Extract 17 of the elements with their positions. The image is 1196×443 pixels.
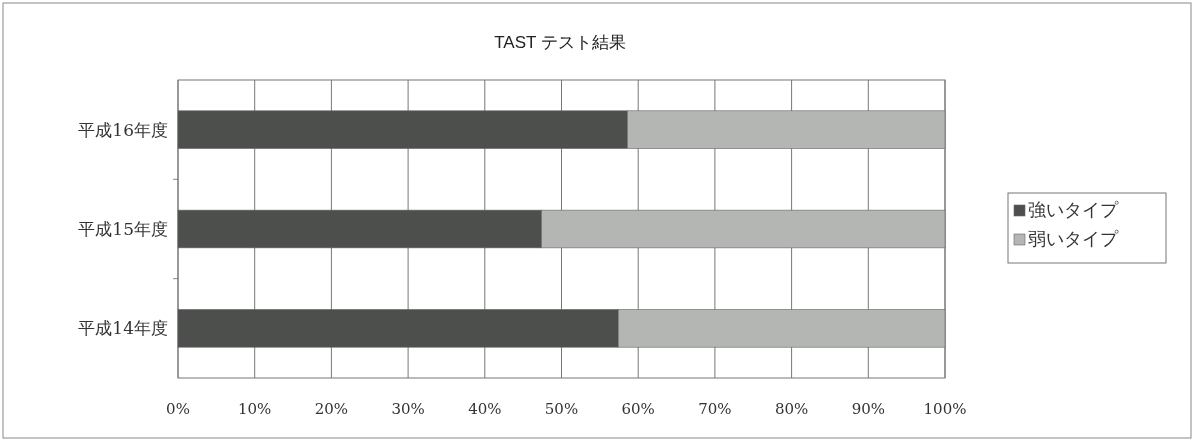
x-tick-label: 90% [851, 400, 885, 418]
x-tick-label: 60% [621, 400, 655, 418]
legend-label: 弱いタイプ [1028, 228, 1119, 249]
y-tick-label: 平成14年度 [78, 318, 168, 339]
x-tick-label: 40% [468, 400, 502, 418]
x-tick-label: 0% [166, 400, 190, 418]
x-tick-label: 80% [774, 400, 809, 418]
y-tick-label: 平成16年度 [78, 119, 168, 140]
x-tick-label: 30% [391, 400, 425, 418]
x-tick-label: 10% [238, 400, 272, 418]
x-tick-label: 50% [544, 400, 579, 418]
chart-title: TAST テスト結果 [494, 33, 626, 52]
x-tick-label: 20% [314, 400, 349, 418]
legend-label: 強いタイプ [1028, 199, 1119, 220]
x-tick-label: 70% [698, 400, 732, 418]
x-tick-label: 100% [923, 400, 967, 418]
y-tick-label: 平成15年度 [78, 219, 168, 239]
